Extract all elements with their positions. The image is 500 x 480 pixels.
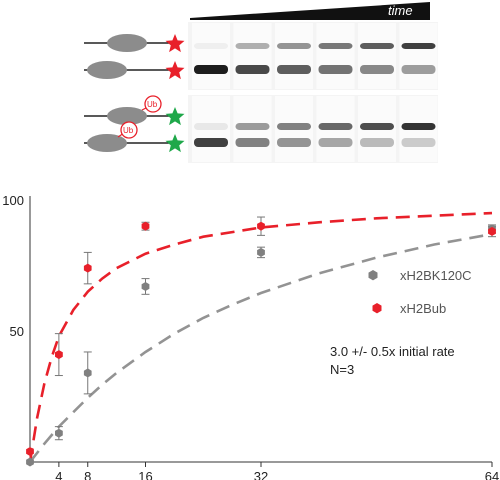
gel-lane xyxy=(316,96,355,162)
gel-lane xyxy=(192,96,230,162)
legend-marker-red xyxy=(372,303,382,314)
data-point-xh2bub xyxy=(488,226,496,236)
fit-curve-xh2bub xyxy=(28,211,493,463)
gel-band xyxy=(277,138,311,147)
gel-lane xyxy=(399,96,438,162)
data-point-xh2bub xyxy=(83,263,92,273)
time-label: time xyxy=(388,3,413,18)
ub-label: Ub xyxy=(147,100,158,109)
data-point-xh2bub xyxy=(55,350,63,360)
gel-lane xyxy=(358,96,396,162)
data-point-xh2bk120c xyxy=(257,247,265,257)
gel-image-top xyxy=(188,22,438,90)
data-point-xh2bk120c xyxy=(55,428,63,438)
red-star-icon xyxy=(165,61,185,80)
gel-lane xyxy=(399,23,438,89)
data-point-xh2bk120c xyxy=(141,282,150,291)
gel-lane xyxy=(275,23,313,89)
legend-label: xH2Bub xyxy=(400,301,446,316)
legend-item-xh2bk120c: xH2BK120C xyxy=(368,268,472,283)
y-tick-label: 100 xyxy=(2,193,24,208)
gel-band xyxy=(360,138,394,147)
gel-band xyxy=(235,65,270,74)
gel-lane xyxy=(358,23,396,89)
substrate-bottom-1: Ub xyxy=(84,95,185,126)
legend-item-xh2bub: xH2Bub xyxy=(372,301,446,316)
ubiquitin-icon xyxy=(144,95,162,113)
red-star-icon xyxy=(165,34,185,53)
gel-panel: time Ub xyxy=(84,2,438,163)
ub-label: Ub xyxy=(123,126,134,135)
substrate-top-1 xyxy=(84,34,185,53)
data-point-xh2bub xyxy=(26,447,34,456)
legend-label: xH2BK120C xyxy=(400,268,472,283)
x-tick-label: 16 xyxy=(138,469,152,480)
gel-band xyxy=(401,43,436,49)
x-tick-label: 32 xyxy=(254,469,268,480)
rate-annotation: 3.0 +/- 0.5x initial rate xyxy=(330,344,455,359)
gel-band xyxy=(194,43,228,49)
fit-curve-xh2bk120c xyxy=(28,232,493,463)
n-annotation: N=3 xyxy=(330,362,354,377)
gel-band xyxy=(235,123,270,130)
nucleosome-icon xyxy=(107,107,147,125)
data-point-xh2bk120c xyxy=(26,457,34,467)
x-tick-label: 64 xyxy=(485,469,499,480)
green-star-icon xyxy=(165,134,185,153)
substrate-bottom-2: Ub xyxy=(84,121,185,153)
gel-band xyxy=(318,43,353,49)
gel-band xyxy=(277,123,311,130)
gel-band xyxy=(360,43,394,49)
nucleosome-icon xyxy=(87,61,127,79)
legend-marker-gray xyxy=(368,270,378,281)
nucleosome-icon xyxy=(87,134,127,152)
data-point-xh2bub xyxy=(257,221,265,231)
ubiquitin-icon xyxy=(120,121,138,139)
gel-image-bottom xyxy=(188,95,438,163)
green-star-icon xyxy=(165,107,185,126)
gel-lane xyxy=(233,96,272,162)
gel-band xyxy=(277,65,311,74)
gel-band xyxy=(235,138,270,147)
gel-lane xyxy=(192,23,230,89)
nucleosome-icon xyxy=(107,34,147,52)
legend: xH2BK120C xH2Bub xyxy=(368,268,472,316)
gel-band xyxy=(360,123,394,130)
data-point-xh2bk120c xyxy=(83,368,92,378)
gel-lane xyxy=(275,96,313,162)
gel-band xyxy=(401,65,436,74)
gel-lane xyxy=(316,23,355,89)
gel-lane xyxy=(233,23,272,89)
gel-band xyxy=(401,138,436,147)
gel-band xyxy=(318,123,353,130)
substrate-top-2 xyxy=(84,61,185,80)
gel-band xyxy=(360,65,394,74)
x-tick-label: 4 xyxy=(55,469,62,480)
gel-band xyxy=(194,65,228,74)
data-point-xh2bub xyxy=(141,221,150,231)
gel-band xyxy=(194,123,228,130)
gel-band xyxy=(401,123,436,130)
gel-band xyxy=(277,43,311,49)
gel-band xyxy=(318,138,353,147)
gel-band xyxy=(194,138,228,147)
x-tick-label: 8 xyxy=(84,469,91,480)
kinetics-chart: 4 8 16 32 64 50 100 xH2BK120C xH2Bub 3.0 +/- … xyxy=(2,193,499,480)
time-wedge xyxy=(190,2,430,20)
gel-band xyxy=(235,43,270,49)
y-tick-label: 50 xyxy=(10,324,24,339)
gel-band xyxy=(318,65,353,74)
